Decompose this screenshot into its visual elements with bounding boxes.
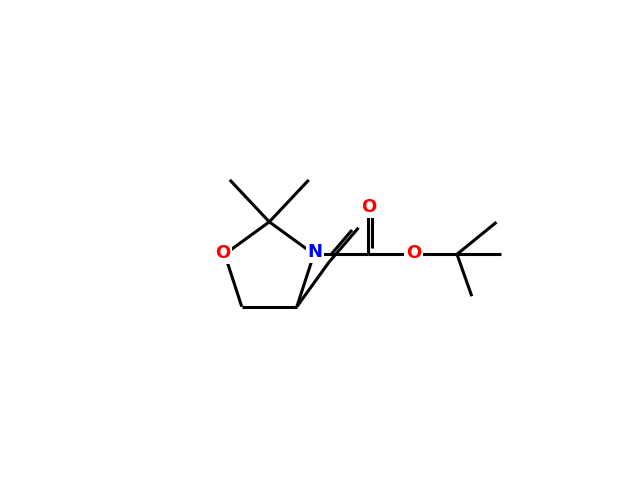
Text: O: O	[362, 198, 377, 216]
Text: N: N	[308, 243, 322, 261]
Text: O: O	[215, 244, 230, 262]
Text: O: O	[406, 244, 421, 262]
